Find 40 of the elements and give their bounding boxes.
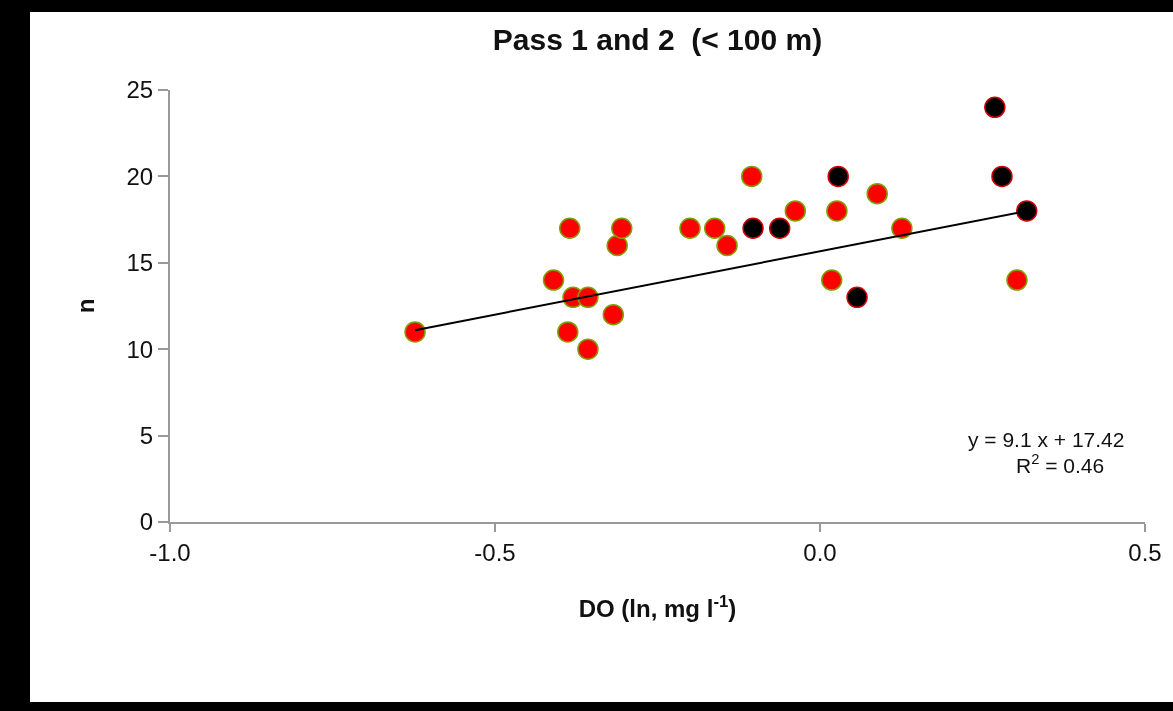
point [820,269,843,291]
point [784,200,807,222]
point [703,217,726,239]
y-axis-title: n [72,298,100,314]
point [557,321,579,343]
point [611,217,633,239]
point [577,338,599,360]
point [602,303,625,326]
point [742,217,764,239]
point [606,234,628,257]
point [891,217,913,239]
y-tick-label: 5 [139,422,154,449]
point [768,217,791,239]
point [542,269,565,291]
point [866,182,888,205]
point [1015,200,1038,222]
x-tick-label: -0.5 [474,538,516,566]
x-tick-label: 0.0 [803,538,837,566]
x-tick-label: 0.5 [1128,538,1162,566]
annotation: y = 9.1 x + 17.42 [968,428,1125,451]
annotation: R$^{2}$ = 0.46 [1016,451,1105,477]
y-tick-label: 0 [139,508,154,536]
chart-title: Pass 1 and 2 (< 100 m) [492,23,823,57]
point [404,321,426,343]
point [559,217,581,239]
x-axis-title: DO (ln, mg l$^{-1}$) [578,591,737,622]
y-tick-label: 10 [126,335,154,363]
x-tick-label: -1.0 [149,538,191,566]
y-tick-label: 25 [126,76,154,104]
point [716,234,738,257]
point [846,286,868,309]
point [1006,269,1028,291]
point [741,165,763,188]
point [827,165,849,188]
point [826,200,848,222]
point [984,96,1006,119]
y-tick-label: 20 [126,162,154,190]
point [991,165,1013,188]
y-tick-label: 15 [126,249,154,277]
point [679,217,701,239]
